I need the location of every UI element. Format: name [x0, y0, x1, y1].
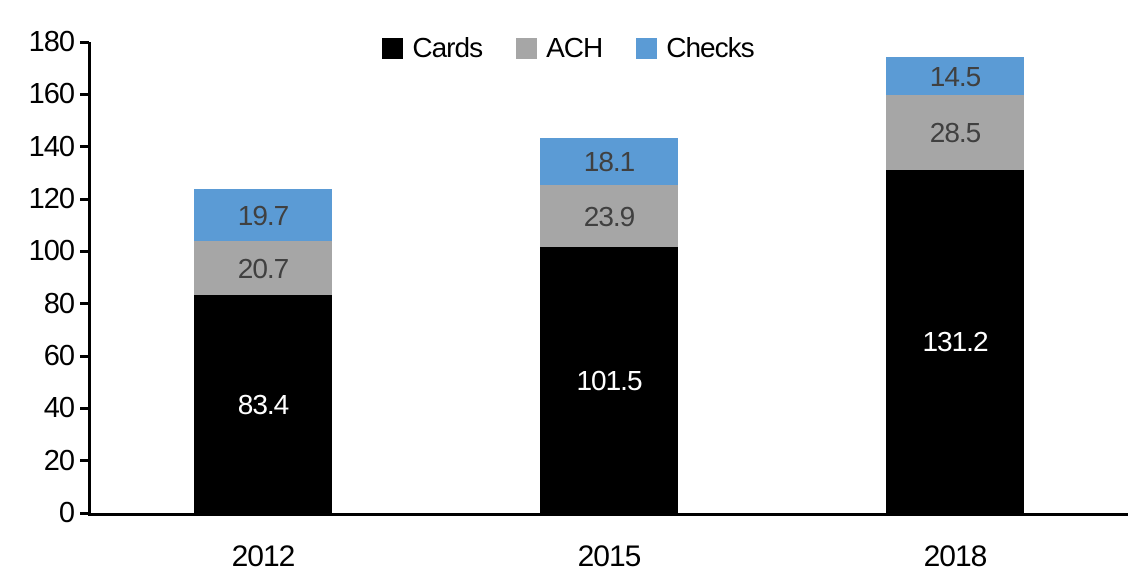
legend-swatch-icon — [516, 37, 538, 59]
y-axis-tick-label: 100 — [28, 235, 75, 268]
legend-item-checks: Checks — [636, 32, 755, 63]
y-axis-tick — [80, 354, 89, 358]
y-axis-tick — [80, 40, 89, 44]
y-axis-tick — [80, 459, 89, 463]
chart-legend: Cards ACH Checks — [0, 34, 1136, 62]
bar-segment-label: 18.1 — [583, 146, 636, 178]
y-axis-tick — [80, 302, 89, 306]
x-axis-line — [88, 513, 1128, 516]
bar-segment-cards-2018 — [886, 169, 1024, 513]
y-axis-tick — [80, 92, 89, 96]
legend-swatch-icon — [382, 37, 404, 59]
legend-item-cards: Cards — [382, 32, 483, 63]
bar-segment-label: 14.5 — [929, 61, 982, 93]
bar-segment-checks-2012 — [194, 189, 332, 241]
legend-label: Cards — [412, 32, 483, 63]
y-axis-tick-label: 0 — [58, 497, 75, 529]
y-axis-tick — [80, 145, 89, 149]
bar-segment-label: 131.2 — [922, 326, 988, 358]
y-axis-tick — [80, 249, 89, 253]
bar-segment-label: 19.7 — [237, 199, 290, 231]
y-axis-tick — [80, 511, 89, 515]
x-axis-label-2015: 2015 — [577, 540, 642, 573]
y-axis-tick-label: 180 — [28, 26, 75, 58]
bar-segment-cards-2012 — [194, 294, 332, 513]
bar-segment-label: 83.4 — [237, 388, 290, 420]
y-axis-tick-label: 20 — [43, 444, 75, 477]
y-axis-tick — [80, 406, 89, 410]
legend-label: ACH — [546, 32, 603, 63]
legend-item-ach: ACH — [516, 32, 603, 63]
y-axis-tick — [80, 197, 89, 201]
x-axis-label-2012: 2012 — [231, 540, 296, 573]
y-axis-tick-label: 140 — [28, 130, 75, 163]
bar-segment-ach-2015 — [540, 184, 678, 248]
bar-segment-ach-2018 — [886, 95, 1024, 170]
y-axis-tick-label: 160 — [28, 78, 75, 111]
legend-swatch-icon — [636, 37, 658, 59]
bar-segment-checks-2018 — [886, 57, 1024, 96]
x-axis-label-2018: 2018 — [923, 540, 988, 573]
bar-segment-label: 101.5 — [576, 365, 642, 397]
y-axis-tick-label: 120 — [28, 183, 75, 215]
bar-segment-cards-2015 — [540, 247, 678, 513]
bar-segment-label: 23.9 — [583, 201, 636, 233]
bar-segment-label: 28.5 — [929, 117, 982, 149]
y-axis-tick-label: 80 — [43, 287, 75, 320]
bar-segment-checks-2015 — [540, 137, 678, 185]
y-axis-tick-label: 40 — [43, 392, 75, 425]
y-axis-line — [88, 42, 91, 516]
bar-segment-label: 20.7 — [237, 252, 290, 284]
bar-segment-ach-2012 — [194, 240, 332, 295]
y-axis-tick-label: 60 — [43, 340, 75, 372]
legend-label: Checks — [666, 32, 754, 63]
